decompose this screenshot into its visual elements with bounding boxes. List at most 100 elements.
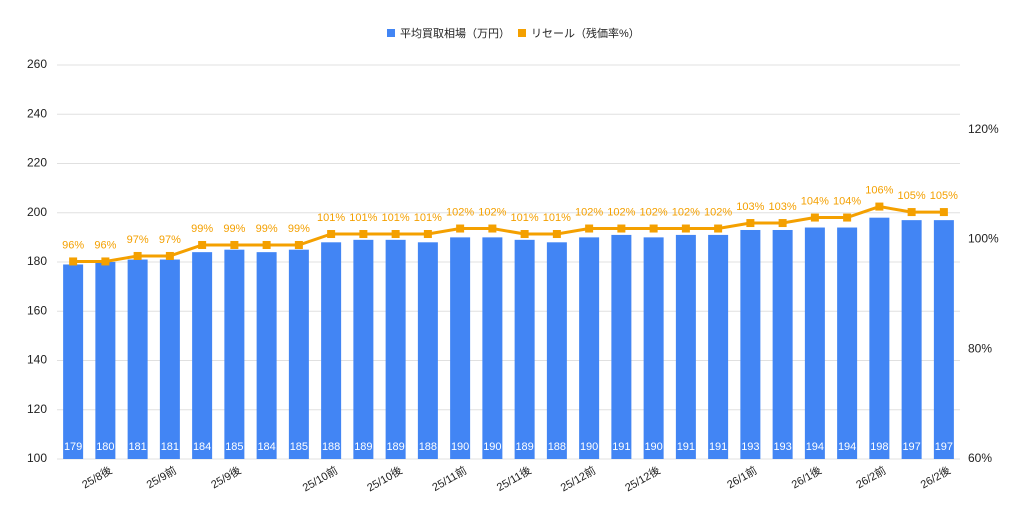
bar-label: 194 <box>838 441 856 453</box>
line-label: 99% <box>223 223 245 235</box>
bar <box>256 252 277 459</box>
bar <box>740 229 761 459</box>
y-tick-label: 240 <box>27 106 47 120</box>
bar <box>321 242 342 459</box>
line-point <box>907 208 916 217</box>
bar-label: 193 <box>741 441 759 453</box>
y-tick-label: 160 <box>27 303 47 317</box>
bar <box>804 227 825 459</box>
x-tick-label: 25/11後 <box>494 463 534 494</box>
x-tick-label: 25/10後 <box>364 463 404 494</box>
bar <box>192 252 213 459</box>
line-point <box>198 240 207 249</box>
bar-label: 197 <box>902 441 920 453</box>
bar-label: 189 <box>354 441 372 453</box>
line-label: 99% <box>288 223 310 235</box>
bar-label: 191 <box>677 441 695 453</box>
bar-label: 190 <box>580 441 598 453</box>
line-point <box>133 251 142 260</box>
bar-label: 188 <box>548 441 566 453</box>
line-label: 99% <box>256 223 278 235</box>
bar-label: 191 <box>709 441 727 453</box>
y-tick-label: 220 <box>27 156 47 170</box>
line-label: 104% <box>801 195 829 207</box>
x-tick-label: 25/10前 <box>300 463 340 494</box>
line-point <box>681 224 690 233</box>
line-point <box>585 224 594 233</box>
line-point <box>101 257 110 266</box>
line-point <box>423 230 432 239</box>
line-label: 96% <box>62 239 84 251</box>
bar <box>675 234 696 459</box>
line-label: 103% <box>769 201 797 213</box>
x-tick-label: 26/2後 <box>918 463 953 491</box>
bar <box>224 249 245 459</box>
line-label: 102% <box>672 206 700 218</box>
line-label: 102% <box>607 206 635 218</box>
bar-label: 181 <box>161 441 179 453</box>
bar <box>450 237 471 459</box>
bar-label: 194 <box>806 441 824 453</box>
line-point <box>843 213 852 222</box>
line-label: 104% <box>833 195 861 207</box>
line-point <box>69 257 78 266</box>
line-point <box>488 224 497 233</box>
bar <box>514 239 535 459</box>
bar <box>482 237 503 459</box>
x-tick-label: 26/1前 <box>724 463 759 491</box>
line-point <box>875 202 884 211</box>
bar-label: 184 <box>257 441 275 453</box>
x-tick-label: 26/1後 <box>789 463 824 491</box>
bar <box>611 234 632 459</box>
line-point <box>939 208 948 217</box>
bar-label: 180 <box>96 441 114 453</box>
y-tick-label: 180 <box>27 254 47 268</box>
line-label: 102% <box>704 206 732 218</box>
line-label: 106% <box>865 184 893 196</box>
line-label: 101% <box>414 212 442 224</box>
bar <box>772 229 793 459</box>
y-tick-label: 120 <box>27 402 47 416</box>
bar <box>95 262 116 459</box>
y2-tick-label: 60% <box>968 451 992 465</box>
y2-tick-label: 80% <box>968 341 992 355</box>
line-point <box>262 240 271 249</box>
line-point <box>165 251 174 260</box>
line-point <box>327 230 336 239</box>
line-point <box>778 219 787 228</box>
line-label: 105% <box>898 190 926 202</box>
bar <box>546 242 567 459</box>
bar-label: 188 <box>322 441 340 453</box>
line-label: 102% <box>640 206 668 218</box>
line-label: 97% <box>127 234 149 246</box>
bar-label: 189 <box>386 441 404 453</box>
line-point <box>714 224 723 233</box>
bar <box>63 264 84 459</box>
line-point <box>617 224 626 233</box>
line-point <box>520 230 529 239</box>
line-point <box>230 240 239 249</box>
x-tick-label: 25/8後 <box>79 463 114 491</box>
y-tick-label: 200 <box>27 205 47 219</box>
x-tick-label: 25/12後 <box>622 463 662 494</box>
y-tick-label: 100 <box>27 451 47 465</box>
bar <box>417 242 438 459</box>
line-label: 97% <box>159 234 181 246</box>
x-tick-label: 25/11前 <box>429 463 469 494</box>
line-label: 101% <box>382 212 410 224</box>
line-point <box>294 240 303 249</box>
legend-swatch <box>518 29 526 37</box>
bar-label: 189 <box>515 441 533 453</box>
bar-label: 190 <box>483 441 501 453</box>
x-tick-label: 25/9後 <box>208 463 243 491</box>
line-label: 101% <box>543 212 571 224</box>
bar-label: 185 <box>225 441 243 453</box>
bar <box>708 234 729 459</box>
line-point <box>746 219 755 228</box>
line-label: 102% <box>575 206 603 218</box>
bar <box>901 220 922 459</box>
bar-label: 198 <box>870 441 888 453</box>
bar-label: 188 <box>419 441 437 453</box>
